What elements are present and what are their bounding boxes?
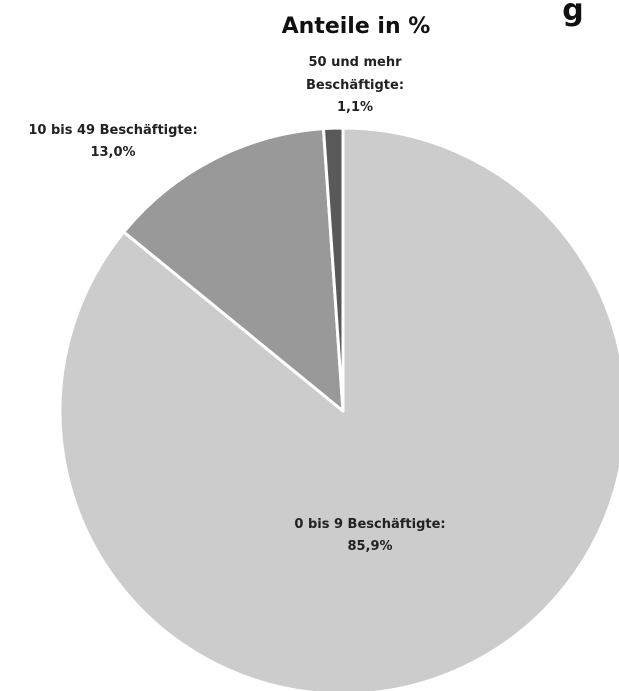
- slice-value-10-bis-49: 13,0%: [90, 145, 135, 160]
- slice-50-und-mehr: [321, 126, 345, 413]
- slice-value-0-bis-9: 85,9%: [347, 539, 392, 554]
- slice-10-bis-49: [122, 127, 345, 413]
- slice-value-50-und-mehr: 1,1%: [337, 100, 373, 115]
- slice-label-0-bis-9: 0 bis 9 Beschäftigte:: [294, 517, 445, 532]
- slice-label-50-und-mehr-line1: 50 und mehr: [309, 55, 403, 70]
- slice-label-50-und-mehr-line2: Beschäftigte:: [306, 78, 404, 93]
- chart-title: Anteile in %: [282, 14, 431, 39]
- partial-title-glyph: g: [562, 0, 583, 28]
- pie-slices: [58, 126, 619, 691]
- slice-label-10-bis-49: 10 bis 49 Beschäftigte:: [28, 123, 197, 138]
